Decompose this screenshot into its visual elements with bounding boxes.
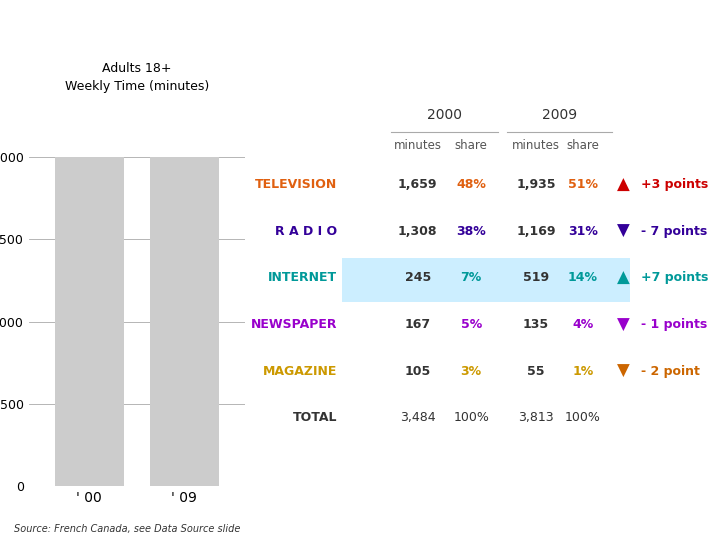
- Text: NEWSPAPER: NEWSPAPER: [251, 318, 337, 331]
- Text: 5%: 5%: [461, 318, 482, 331]
- Text: 4%: 4%: [572, 318, 593, 331]
- Text: minutes: minutes: [394, 139, 441, 152]
- Text: 1,169: 1,169: [516, 225, 556, 238]
- Text: 135: 135: [523, 318, 549, 331]
- Text: - 7 points: - 7 points: [641, 225, 707, 238]
- Text: - 1 points: - 1 points: [641, 318, 707, 331]
- Text: Internet Doubled Its Share Of Media Time Since 2001.: Internet Doubled Its Share Of Media Time…: [6, 36, 577, 56]
- Text: minutes: minutes: [512, 139, 560, 152]
- Bar: [55, 157, 124, 486]
- Text: TELEVISION: TELEVISION: [255, 178, 337, 191]
- Text: 167: 167: [405, 318, 431, 331]
- Text: 3%: 3%: [461, 365, 482, 378]
- Text: 1,935: 1,935: [516, 178, 556, 191]
- Text: - 2 point: - 2 point: [641, 365, 700, 378]
- Text: share: share: [455, 139, 487, 152]
- Text: 2009: 2009: [541, 107, 577, 122]
- Text: ▼: ▼: [616, 222, 629, 240]
- Text: 55: 55: [527, 365, 545, 378]
- Text: 100%: 100%: [565, 411, 600, 424]
- Text: 51%: 51%: [568, 178, 598, 191]
- Text: 1,308: 1,308: [398, 225, 438, 238]
- Text: ▼: ▼: [616, 362, 629, 380]
- Text: R A D I O: R A D I O: [275, 225, 337, 238]
- Text: 38%: 38%: [456, 225, 486, 238]
- Text: 1%: 1%: [572, 365, 593, 378]
- Text: share: share: [567, 139, 599, 152]
- Text: Adults 18+
Weekly Time (minutes): Adults 18+ Weekly Time (minutes): [65, 62, 209, 93]
- Text: 519: 519: [523, 272, 549, 285]
- Text: 48%: 48%: [456, 178, 486, 191]
- Text: +3 points: +3 points: [641, 178, 708, 191]
- Text: +7 points: +7 points: [641, 272, 708, 285]
- Text: ▲: ▲: [616, 269, 629, 287]
- Text: 3,813: 3,813: [518, 411, 554, 424]
- Text: 3,484: 3,484: [400, 411, 436, 424]
- Text: 31%: 31%: [568, 225, 598, 238]
- Text: MAGAZINE: MAGAZINE: [263, 365, 337, 378]
- Text: Source: French Canada, see Data Source slide: Source: French Canada, see Data Source s…: [14, 524, 240, 534]
- Text: 100%: 100%: [454, 411, 489, 424]
- Text: 105: 105: [405, 365, 431, 378]
- Text: 7%: 7%: [461, 272, 482, 285]
- Text: ▼: ▼: [616, 316, 629, 334]
- Bar: [150, 157, 219, 486]
- Text: 14%: 14%: [568, 272, 598, 285]
- Text: INTERNET: INTERNET: [268, 272, 337, 285]
- Text: ▲: ▲: [616, 176, 629, 194]
- Text: 1,659: 1,659: [398, 178, 438, 191]
- Text: 2000: 2000: [427, 107, 462, 122]
- Text: 245: 245: [405, 272, 431, 285]
- Text: TOTAL: TOTAL: [293, 411, 337, 424]
- Bar: [342, 258, 630, 302]
